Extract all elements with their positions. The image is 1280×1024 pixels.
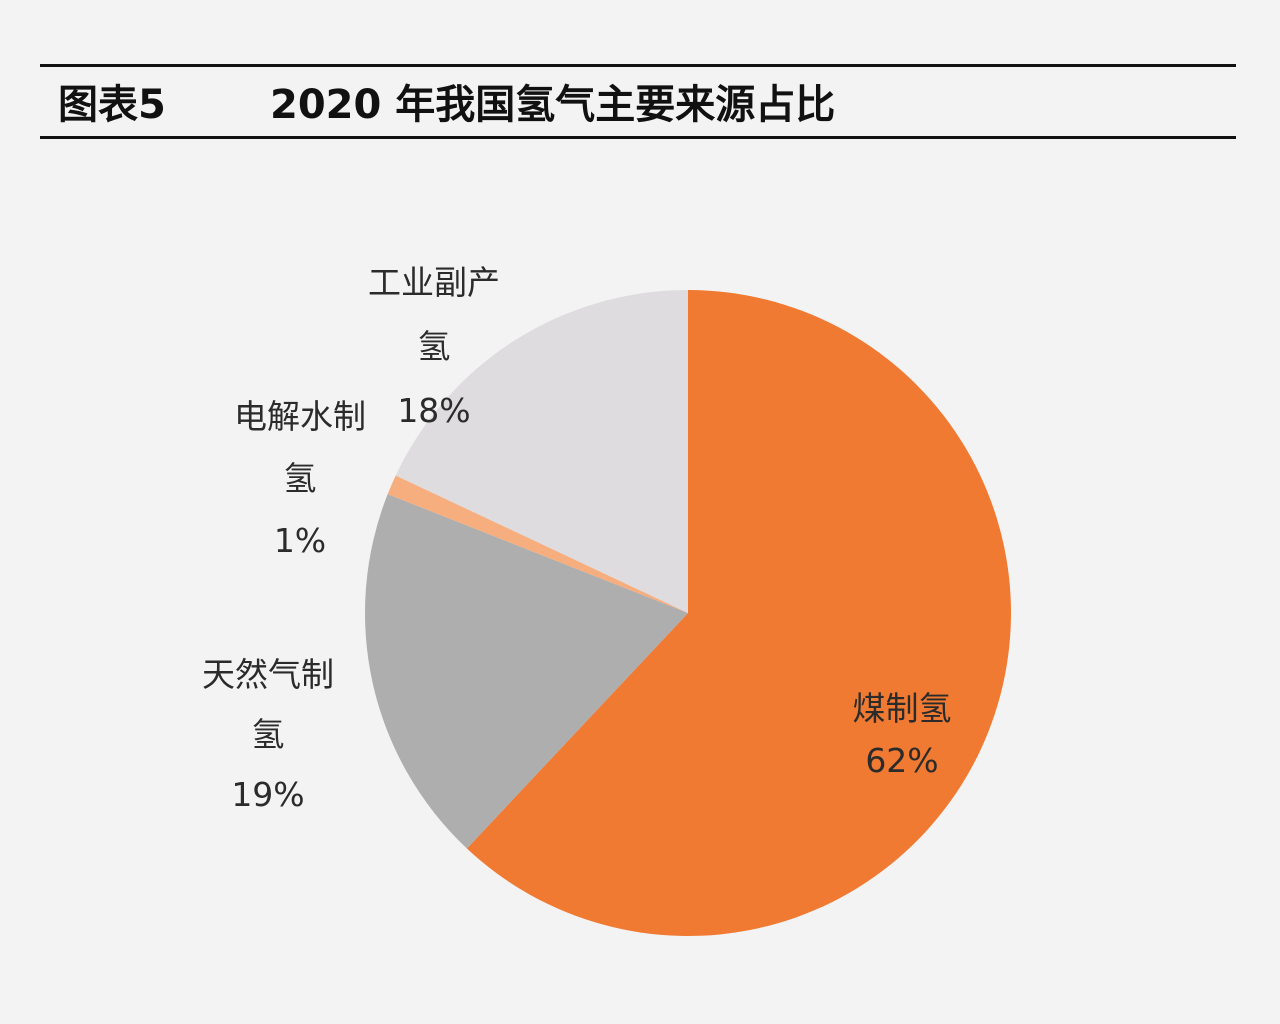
title-top-rule [40, 64, 1236, 67]
label-coal-hydrogen: 煤制氢 62% [853, 689, 952, 780]
title-bottom-rule [40, 136, 1236, 139]
slice-natural-gas-hydrogen [365, 494, 688, 849]
slice-electrolysis-hydrogen [387, 475, 688, 613]
figure-label: 图表5 [58, 82, 166, 128]
pie-labels: 煤制氢 62% 天然气制氢 19% 电解水制氢 1%工业副产氢 18% [202, 263, 952, 814]
label-electrolysis-hydrogen: 电解水制氢 1% [234, 397, 366, 560]
figure-header: 图表5 2020 年我国氢气主要来源占比 [58, 70, 835, 132]
slice-industrial-byproduct-hydrogen [395, 290, 688, 613]
slice-coal-hydrogen [466, 290, 1011, 937]
label-natural-gas-hydrogen: 天然气制氢 19% [202, 655, 334, 814]
chart-title: 2020 年我国氢气主要来源占比 [270, 82, 836, 128]
label-industrial-byproduct-hydrogen: 工业副产氢 18% [368, 263, 500, 430]
pie-slices [365, 290, 1011, 937]
